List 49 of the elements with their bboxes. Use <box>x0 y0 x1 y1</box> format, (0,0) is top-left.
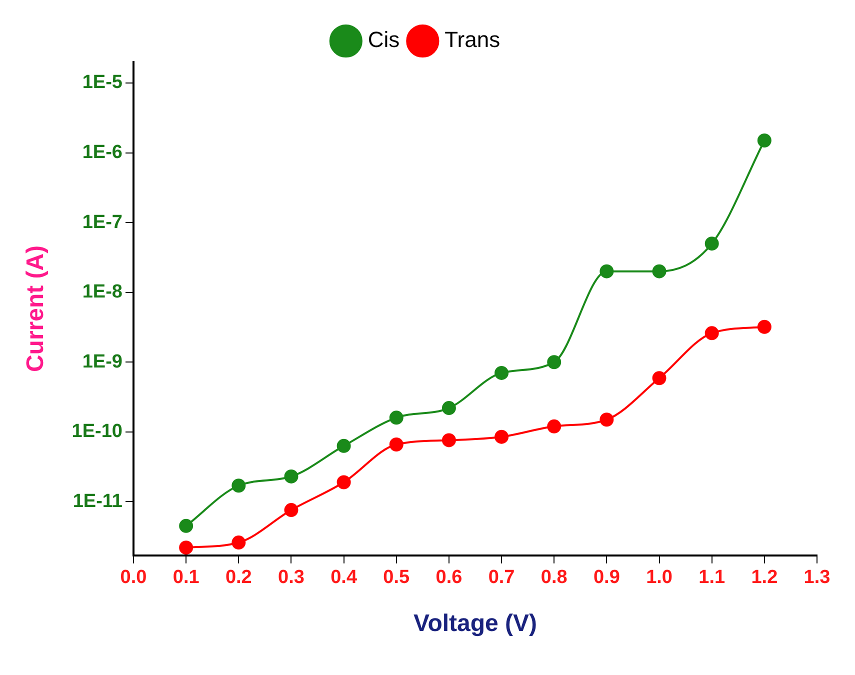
x-tick-label: 0.3 <box>278 567 304 588</box>
x-tick-label: 0.9 <box>593 567 620 588</box>
y-tick-label: 1E-8 <box>82 282 122 303</box>
point <box>547 419 562 434</box>
point <box>232 536 246 550</box>
point <box>704 326 719 340</box>
point <box>284 503 298 518</box>
y-axis-title: Current (A) <box>22 245 50 372</box>
point <box>389 438 404 452</box>
point <box>284 469 298 484</box>
x-tick-label: 0.8 <box>540 567 568 588</box>
point <box>336 438 351 453</box>
x-tick-label: 1.1 <box>698 567 726 588</box>
point <box>757 320 772 334</box>
point <box>494 366 509 380</box>
point <box>336 475 351 490</box>
y-tick-label: 1E-10 <box>72 421 122 442</box>
point <box>179 540 194 555</box>
point <box>389 410 404 425</box>
point <box>547 355 562 370</box>
x-tick-label: 0.6 <box>436 567 462 588</box>
point <box>232 478 246 493</box>
point <box>494 430 509 444</box>
y-tick-label: 1E-11 <box>72 490 123 512</box>
point <box>600 412 614 427</box>
point <box>442 433 456 448</box>
x-tick-label: 0.7 <box>488 567 515 588</box>
y-tick-label: 1E-5 <box>82 72 123 94</box>
point <box>442 401 456 416</box>
point <box>179 518 194 533</box>
x-tick-label: 0.2 <box>225 567 252 588</box>
point <box>652 371 666 386</box>
point <box>757 134 772 148</box>
x-tick-label: 1.0 <box>646 567 672 588</box>
point <box>600 264 614 278</box>
y-tick-label: 1E-6 <box>82 142 122 164</box>
point <box>652 264 666 278</box>
x-tick-label: 1.2 <box>751 567 778 588</box>
y-tick-label: 1E-7 <box>82 212 122 233</box>
legend-label: Trans <box>444 27 500 52</box>
x-tick-label: 1.3 <box>804 567 830 588</box>
x-axis-title: Voltage (V) <box>413 610 538 638</box>
x-tick-label: 0.4 <box>330 567 358 588</box>
y-tick-label: 1E-9 <box>82 351 122 372</box>
x-tick-label: 0.0 <box>120 567 147 588</box>
point <box>704 236 719 251</box>
legend-label: Cis <box>368 27 400 52</box>
x-tick-label: 0.5 <box>383 567 410 588</box>
x-tick-label: 0.1 <box>172 567 200 588</box>
